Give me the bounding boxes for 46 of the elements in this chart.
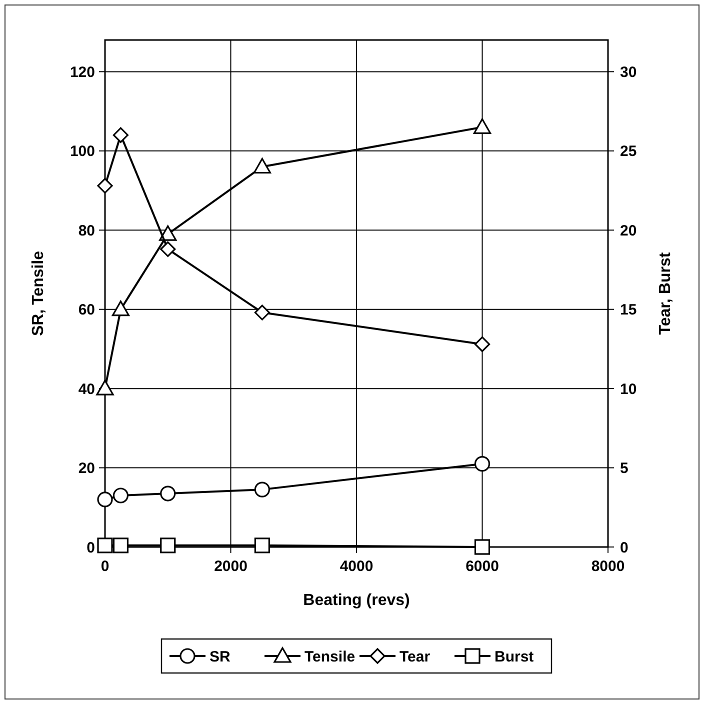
y-tick-label: 120: [70, 64, 95, 81]
legend-label: Tear: [400, 648, 430, 666]
legend-label: Burst: [494, 648, 534, 666]
y2-tick-label: 20: [620, 222, 637, 240]
legend-label: Tensile: [304, 648, 356, 666]
y2-tick-label: 25: [620, 143, 637, 160]
y-tick-label: 40: [78, 380, 95, 398]
y2-tick-label: 15: [620, 302, 637, 319]
point: [160, 241, 176, 257]
point: [254, 538, 270, 554]
point: [97, 178, 113, 194]
point: [97, 492, 113, 508]
point: [474, 336, 490, 352]
point: [112, 488, 129, 504]
x-tick-label: 4000: [340, 558, 374, 575]
y2-tick-label: 5: [620, 460, 628, 478]
x-tick-label: 0: [100, 558, 110, 575]
point: [112, 538, 129, 554]
y-axis-title: SR, Tensile: [30, 250, 47, 336]
y2-axis-title: Tear, Burst: [657, 252, 674, 335]
point: [474, 456, 490, 472]
point: [112, 127, 129, 143]
x-tick-label: 2000: [214, 558, 248, 575]
point: [160, 486, 176, 502]
y-tick-label: 0: [86, 539, 95, 556]
y2-tick-label: 10: [620, 380, 637, 398]
y-tick-label: 80: [78, 222, 95, 240]
point: [253, 158, 271, 174]
point: [159, 225, 177, 241]
point: [474, 539, 490, 555]
y2-tick-label: 0: [620, 539, 628, 556]
y-tick-label: 100: [70, 143, 95, 160]
point: [112, 300, 130, 316]
y2-tick-label: 30: [620, 64, 637, 81]
point: [254, 304, 270, 320]
x-tick-label: 8000: [591, 558, 625, 575]
legend-label: SR: [210, 648, 231, 666]
x-axis-title: Beating (revs): [303, 592, 410, 609]
point: [97, 538, 113, 554]
point: [254, 482, 270, 498]
y-tick-label: 60: [78, 302, 95, 319]
point: [473, 118, 492, 134]
x-tick-label: 6000: [466, 558, 499, 575]
point: [96, 380, 114, 396]
point: [160, 538, 176, 554]
y-tick-label: 20: [78, 460, 95, 478]
